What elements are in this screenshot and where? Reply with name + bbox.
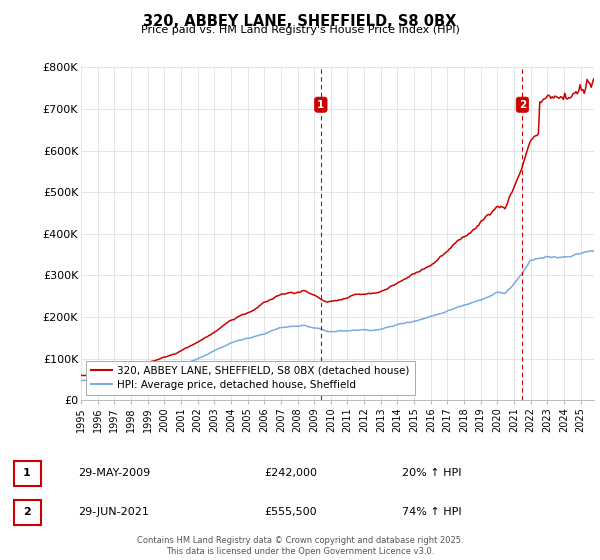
Text: £555,500: £555,500 xyxy=(264,507,317,517)
FancyBboxPatch shape xyxy=(14,460,41,486)
Text: 1: 1 xyxy=(23,468,31,478)
FancyBboxPatch shape xyxy=(14,500,41,525)
Text: 1: 1 xyxy=(317,100,325,110)
Legend: 320, ABBEY LANE, SHEFFIELD, S8 0BX (detached house), HPI: Average price, detache: 320, ABBEY LANE, SHEFFIELD, S8 0BX (deta… xyxy=(86,361,415,395)
Text: 29-MAY-2009: 29-MAY-2009 xyxy=(78,468,150,478)
Text: 2: 2 xyxy=(519,100,526,110)
Text: 320, ABBEY LANE, SHEFFIELD, S8 0BX: 320, ABBEY LANE, SHEFFIELD, S8 0BX xyxy=(143,14,457,29)
Text: 2: 2 xyxy=(23,507,31,517)
Text: Contains HM Land Registry data © Crown copyright and database right 2025.
This d: Contains HM Land Registry data © Crown c… xyxy=(137,536,463,556)
Text: 29-JUN-2021: 29-JUN-2021 xyxy=(78,507,149,517)
Text: Price paid vs. HM Land Registry's House Price Index (HPI): Price paid vs. HM Land Registry's House … xyxy=(140,25,460,35)
Text: 74% ↑ HPI: 74% ↑ HPI xyxy=(402,507,461,517)
Text: £242,000: £242,000 xyxy=(264,468,317,478)
Text: 20% ↑ HPI: 20% ↑ HPI xyxy=(402,468,461,478)
